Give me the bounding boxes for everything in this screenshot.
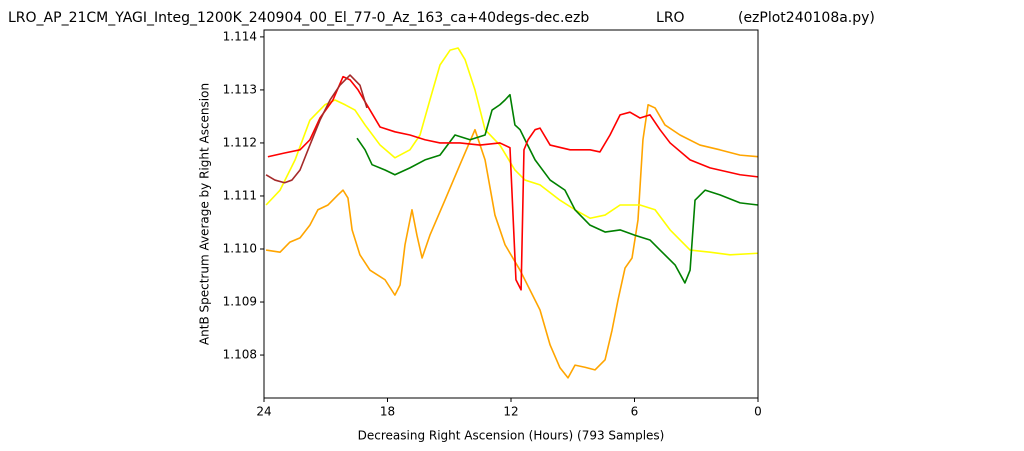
x-tick-label: 12	[503, 405, 518, 419]
x-tick-label: 6	[631, 405, 639, 419]
y-tick-label: 1.113	[223, 82, 257, 96]
x-axis-label: Decreasing Right Ascension (Hours) (793 …	[358, 429, 665, 443]
data-line	[265, 103, 759, 379]
data-line	[265, 47, 759, 256]
data-line	[265, 74, 368, 184]
y-tick-label: 1.112	[223, 135, 257, 149]
chart-title: LRO_AP_21CM_YAGI_Integ_1200K_240904_00_E…	[8, 10, 875, 26]
plot-frame	[263, 29, 759, 399]
y-tick-label: 1.109	[223, 295, 257, 309]
y-tick-label: 1.110	[223, 241, 257, 255]
y-axis-label: AntB Spectrum Average by Right Ascension	[198, 83, 212, 345]
data-line	[356, 93, 759, 284]
x-tick-label: 18	[380, 405, 395, 419]
y-tick-label: 1.108	[223, 348, 257, 362]
y-tick-label: 1.111	[223, 188, 257, 202]
y-tick-label: 1.114	[223, 29, 257, 43]
x-tick-label: 24	[256, 405, 271, 419]
x-tick-label: 0	[754, 405, 762, 419]
